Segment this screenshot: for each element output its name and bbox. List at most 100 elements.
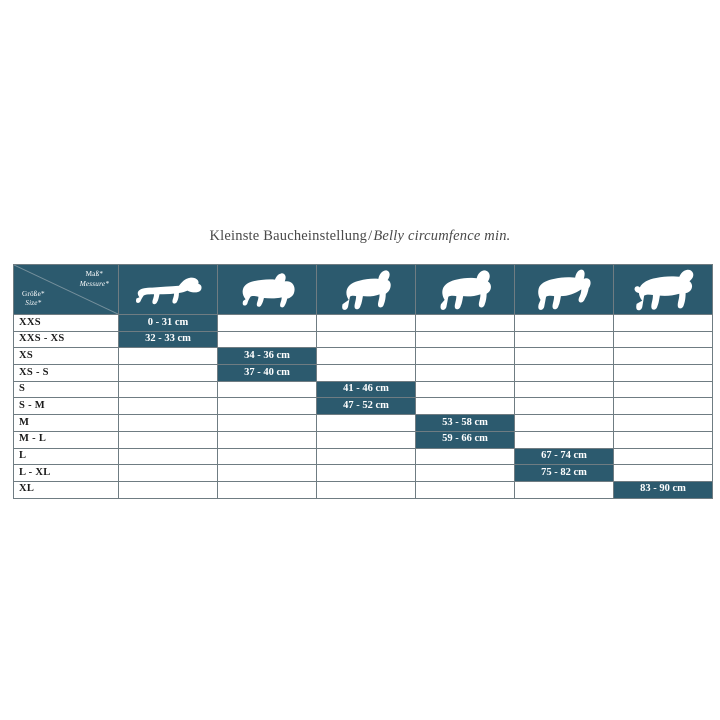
measurement-cell: 75 - 82 cm xyxy=(514,464,614,482)
empty-cell xyxy=(118,364,218,382)
empty-cell xyxy=(514,430,614,449)
measure-header-english: Messure* xyxy=(79,279,109,288)
size-label-cell: XXS - XS xyxy=(13,330,119,349)
measurement-cell: 47 - 52 cm xyxy=(316,397,416,416)
beagle-dog-icon xyxy=(342,269,391,310)
size-header-label: Größe* Size* xyxy=(22,290,45,309)
table-row: L - XL 75 - 82 cm xyxy=(13,464,713,482)
size-label-cell: S xyxy=(13,380,119,399)
dachshund-dog-icon xyxy=(136,277,202,304)
dog-column-header-shepherd xyxy=(514,264,614,315)
empty-cell xyxy=(613,414,713,432)
empty-cell xyxy=(217,330,317,349)
chart-title-german: Kleinste Baucheinstellung xyxy=(209,228,368,244)
measure-header-german: Maß* xyxy=(85,270,104,278)
empty-cell xyxy=(613,447,713,466)
empty-cell xyxy=(217,447,317,466)
size-label-cell: L - XL xyxy=(13,464,119,482)
table-row: XXS - XS 32 - 33 cm xyxy=(13,330,713,349)
empty-cell xyxy=(613,347,713,366)
corgi-dog-icon xyxy=(242,272,295,307)
dog-column-header-terrier xyxy=(415,264,515,315)
measurement-cell: 41 - 46 cm xyxy=(316,380,416,399)
table-row: XS 34 - 36 cm xyxy=(13,347,713,366)
empty-cell xyxy=(217,397,317,416)
empty-cell xyxy=(118,480,218,499)
empty-cell xyxy=(613,464,713,482)
dog-column-header-great-dane xyxy=(613,264,713,315)
terrier-dog-icon xyxy=(440,269,491,310)
dog-column-header-corgi xyxy=(217,264,317,315)
empty-cell xyxy=(415,314,515,332)
measurement-cell: 34 - 36 cm xyxy=(217,347,317,366)
size-label-cell: XL xyxy=(13,480,119,499)
empty-cell xyxy=(217,314,317,332)
empty-cell xyxy=(613,397,713,416)
empty-cell xyxy=(217,464,317,482)
size-label-cell: XS xyxy=(13,347,119,366)
empty-cell xyxy=(217,380,317,399)
table-row: L 67 - 74 cm xyxy=(13,447,713,466)
size-chart-body: Maß* Messure* Größe* Size* xyxy=(13,264,713,499)
empty-cell xyxy=(316,314,416,332)
empty-cell xyxy=(514,414,614,432)
empty-cell xyxy=(613,380,713,399)
empty-cell xyxy=(316,330,416,349)
table-row: XS - S 37 - 40 cm xyxy=(13,364,713,382)
empty-cell xyxy=(118,414,218,432)
empty-cell xyxy=(415,347,515,366)
empty-cell xyxy=(316,414,416,432)
empty-cell xyxy=(316,430,416,449)
empty-cell xyxy=(415,364,515,382)
size-label-cell: S - M xyxy=(13,397,119,416)
measurement-cell: 53 - 58 cm xyxy=(415,414,515,432)
shepherd-dog-icon xyxy=(538,269,591,310)
empty-cell xyxy=(514,480,614,499)
table-header-row: Maß* Messure* Größe* Size* xyxy=(13,264,713,315)
size-label-cell: XXS xyxy=(13,314,119,332)
empty-cell xyxy=(316,480,416,499)
empty-cell xyxy=(118,380,218,399)
measurement-cell: 59 - 66 cm xyxy=(415,430,515,449)
table-row: S 41 - 46 cm xyxy=(13,380,713,399)
empty-cell xyxy=(118,347,218,366)
size-header-english: Size* xyxy=(25,299,42,308)
empty-cell xyxy=(217,414,317,432)
empty-cell xyxy=(415,380,515,399)
empty-cell xyxy=(613,314,713,332)
empty-cell xyxy=(415,330,515,349)
measurement-cell: 83 - 90 cm xyxy=(613,480,713,499)
size-header-german: Größe* xyxy=(22,289,45,298)
measurement-cell: 32 - 33 cm xyxy=(118,330,218,349)
measurement-cell: 37 - 40 cm xyxy=(217,364,317,382)
table-row: XL 83 - 90 cm xyxy=(13,480,713,499)
size-label-cell: L xyxy=(13,447,119,466)
chart-title-english: Belly circumfence min. xyxy=(373,228,511,244)
empty-cell xyxy=(316,447,416,466)
empty-cell xyxy=(217,430,317,449)
dog-column-header-beagle xyxy=(316,264,416,315)
table-row: M - L 59 - 66 cm xyxy=(13,430,713,449)
size-label-cell: M xyxy=(13,414,119,432)
measure-header-label: Maß* Messure* xyxy=(80,270,109,289)
dog-column-header-dachshund xyxy=(118,264,218,315)
empty-cell xyxy=(217,480,317,499)
measurement-cell: 67 - 74 cm xyxy=(514,447,614,466)
empty-cell xyxy=(118,397,218,416)
empty-cell xyxy=(613,430,713,449)
great-dane-dog-icon xyxy=(634,269,694,310)
size-chart-table: Maß* Messure* Größe* Size* xyxy=(13,264,713,499)
empty-cell xyxy=(613,330,713,349)
empty-cell xyxy=(613,364,713,382)
table-row: S - M 47 - 52 cm xyxy=(13,397,713,416)
empty-cell xyxy=(514,364,614,382)
empty-cell xyxy=(118,464,218,482)
table-row: M 53 - 58 cm xyxy=(13,414,713,432)
empty-cell xyxy=(514,314,614,332)
empty-cell xyxy=(316,364,416,382)
measurement-cell: 0 - 31 cm xyxy=(118,314,218,332)
size-label-cell: M - L xyxy=(13,430,119,449)
empty-cell xyxy=(118,430,218,449)
chart-title: Kleinste Baucheinstellung/Belly circumfe… xyxy=(13,228,707,245)
empty-cell xyxy=(514,397,614,416)
